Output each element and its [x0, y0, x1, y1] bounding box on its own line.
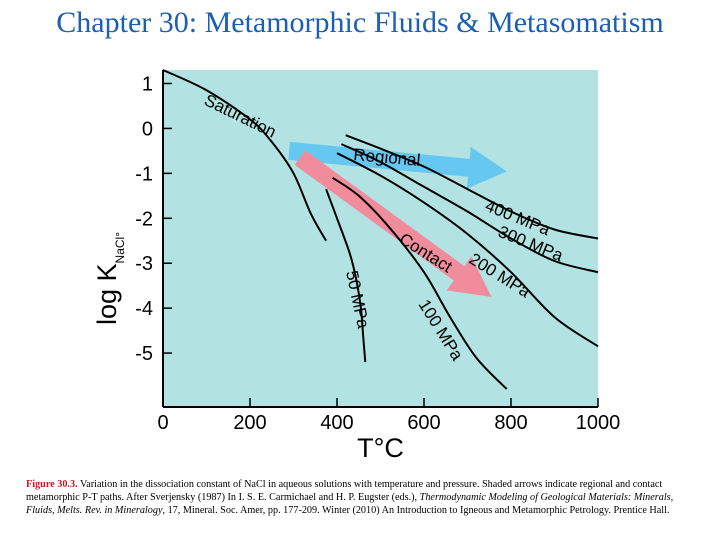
y-tick-label: -4	[135, 298, 153, 320]
x-tick-label: 1000	[576, 412, 621, 434]
x-tick-label: 200	[233, 412, 266, 434]
caption-text-1: Variation in the dissociation constant o…	[26, 479, 663, 503]
y-tick-label: 0	[142, 118, 153, 140]
x-axis-label: T°C	[357, 433, 404, 463]
caption-italic: Thermodynamic Modeling of Geological Mat…	[26, 492, 674, 516]
series-line-saturation	[162, 69, 327, 242]
figure-caption: Figure 30.3. Variation in the dissociati…	[26, 478, 698, 517]
regional-arrow	[288, 141, 507, 189]
series-line-300-mpa	[340, 143, 599, 274]
y-axis-label: log KNaCl°	[92, 232, 127, 325]
y-tick-label: -5	[135, 343, 153, 365]
series-line-200-mpa	[336, 152, 599, 348]
series-line-100-mpa	[332, 176, 508, 390]
y-tick-label: -1	[135, 163, 153, 185]
y-tick-label: -3	[135, 253, 153, 275]
contact-arrow	[294, 150, 492, 297]
x-tick-label: 400	[320, 412, 353, 434]
plot-area	[163, 70, 598, 407]
y-tick-label: 1	[142, 73, 153, 95]
x-tick-label: 0	[157, 412, 168, 434]
y-tick-label: -2	[135, 208, 153, 230]
series-line-50-mpa	[325, 188, 367, 363]
x-tick-label: 600	[407, 412, 440, 434]
slide-title: Chapter 30: Metamorphic Fluids & Metasom…	[56, 6, 664, 39]
caption-label: Figure 30.3.	[26, 479, 78, 490]
caption-text-2: , 17, Mineral. Soc. Amer, pp. 177-209. W…	[162, 505, 670, 516]
x-tick-label: 800	[494, 412, 527, 434]
series-line-400-mpa	[345, 134, 599, 240]
